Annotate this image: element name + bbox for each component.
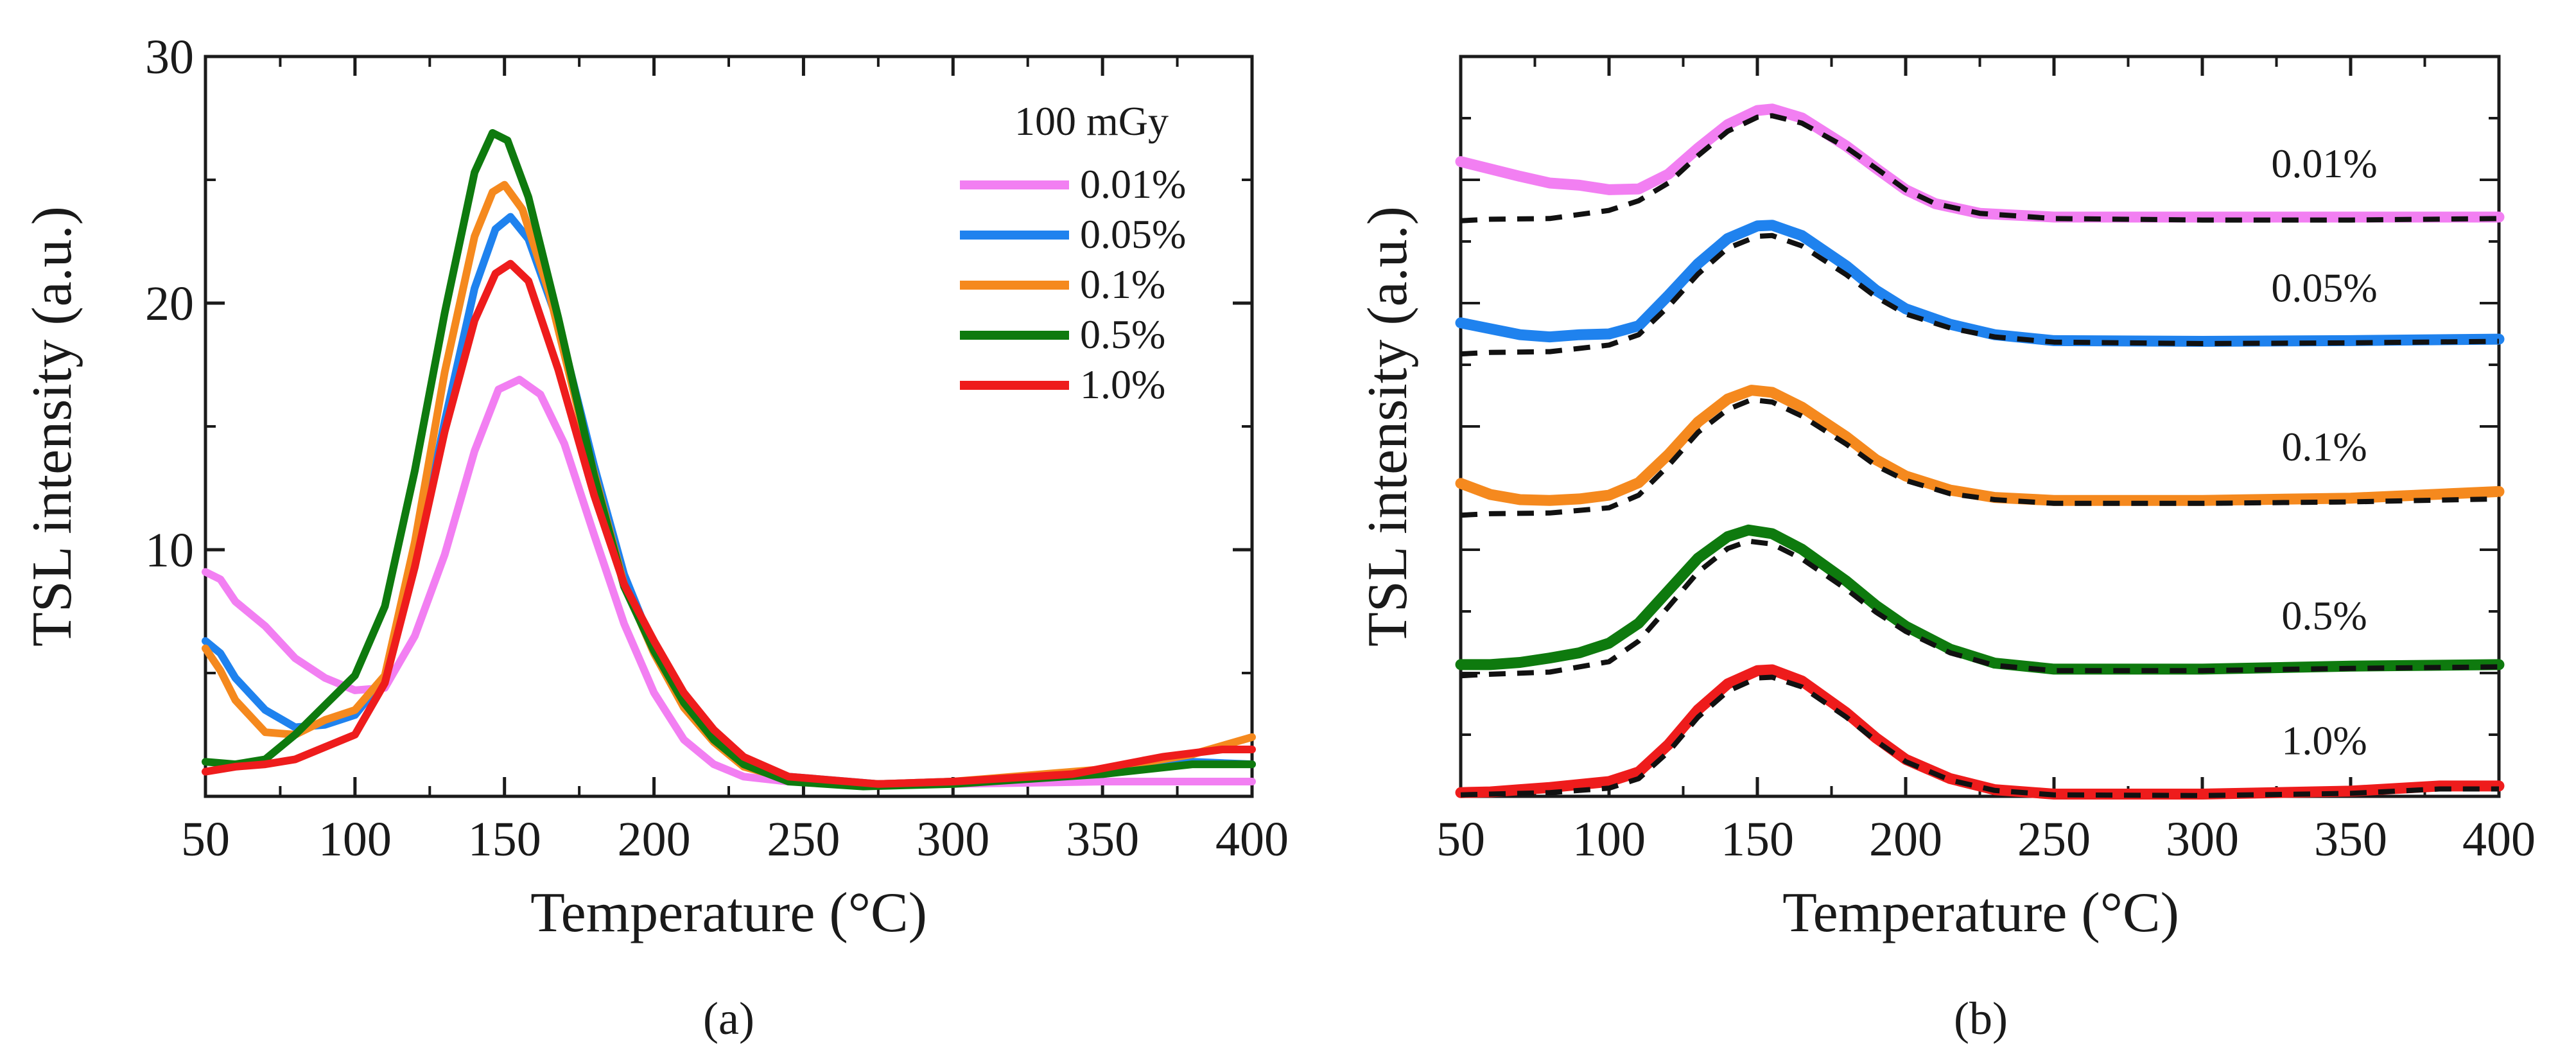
x-tick-label: 100	[318, 812, 392, 866]
series-label: 0.1%	[2281, 424, 2367, 469]
x-tick-label: 250	[2017, 812, 2091, 866]
panel-b: 50 100 150 200 250 300 350 400 Temperature (°C) T…	[1357, 55, 2536, 1044]
series-line-1.0%	[202, 259, 1256, 788]
fit-line-0.1%	[1460, 397, 2500, 518]
series-line-0.01%	[1455, 103, 2505, 223]
y-axis-title: TSL intensity (a.u.)	[1357, 206, 1419, 647]
fit-line-0.01%	[1460, 113, 2500, 223]
x-tick-label: 300	[916, 812, 989, 866]
legend-label: 0.05%	[1080, 211, 1186, 257]
y-tick-label: 10	[145, 523, 194, 577]
x-tick-label: 400	[2462, 812, 2536, 866]
x-tick-label: 350	[2314, 812, 2387, 866]
series-line-0.5%	[202, 129, 1256, 791]
series-label: 1.0%	[2281, 718, 2367, 764]
x-tick-label: 50	[181, 812, 230, 866]
x-tick-label: 50	[1436, 812, 1485, 866]
panel-a: 50 100 150 200 250 300 350 400 10 20 30 Temperature…	[21, 30, 1289, 1044]
x-tick-label: 350	[1066, 812, 1139, 866]
x-tick-label: 400	[1215, 812, 1289, 866]
fit-line-1.0%	[1460, 674, 2499, 798]
series-label: 0.05%	[2271, 265, 2377, 311]
legend-label: 0.1%	[1080, 261, 1165, 307]
legend-label: 0.01%	[1080, 161, 1186, 207]
fit-line-0.05%	[1460, 232, 2500, 357]
y-tick-label: 20	[145, 277, 194, 331]
x-tick-label: 100	[1572, 812, 1646, 866]
y-axis-title: TSL intensity (a.u.)	[21, 206, 83, 647]
legend-label: 0.5%	[1080, 311, 1165, 357]
y-tick-label: 30	[145, 30, 194, 84]
x-axis-title: Temperature (°C)	[1782, 882, 2179, 944]
fit-line-0.5%	[1460, 538, 2500, 679]
legend-title: 100 mGy	[1014, 98, 1169, 144]
series-line-0.5%	[1455, 524, 2505, 675]
series-label: 0.01%	[2271, 141, 2377, 186]
x-tick-label: 150	[1721, 812, 1794, 866]
x-tick-label: 150	[468, 812, 541, 866]
panel-label: (a)	[703, 993, 754, 1044]
x-tick-label: 200	[618, 812, 691, 866]
legend-label: 1.0%	[1080, 362, 1165, 407]
panel-label: (b)	[1954, 993, 2008, 1044]
x-tick-label: 200	[1869, 812, 1942, 866]
x-axis-title: Temperature (°C)	[530, 882, 927, 944]
series-label: 0.5%	[2281, 593, 2367, 638]
x-tick-label: 300	[2166, 812, 2239, 866]
x-tick-label: 250	[767, 812, 840, 866]
